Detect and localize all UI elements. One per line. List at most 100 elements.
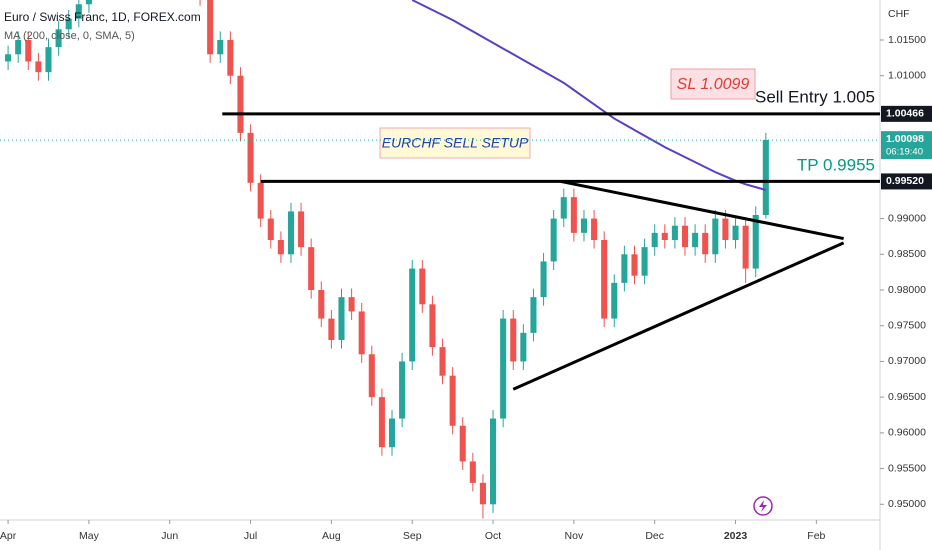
candle-body	[378, 397, 385, 448]
candle-body	[651, 232, 658, 248]
candle-body	[479, 482, 486, 505]
candle-body	[601, 240, 608, 319]
candle-body	[681, 225, 689, 248]
x-tick-label: 2023	[724, 530, 748, 542]
candle-body	[207, 0, 214, 55]
y-tick-label: 1.01500	[888, 34, 926, 46]
candle-body	[449, 375, 456, 426]
candle-body	[237, 75, 244, 133]
candle-body	[217, 40, 224, 55]
candle-body	[25, 40, 32, 62]
candle-body	[55, 29, 62, 48]
x-tick-label: Oct	[485, 530, 501, 542]
candle-body	[419, 268, 426, 305]
candle-body	[722, 218, 729, 240]
last-price-tag	[881, 131, 932, 160]
candle-body	[631, 254, 638, 276]
y-tick-label: 0.96500	[888, 391, 926, 403]
candle-body	[702, 232, 709, 255]
candle-body	[530, 297, 537, 333]
x-tick-label: Dec	[645, 530, 664, 542]
event-icon-bolt	[759, 500, 767, 512]
candle-body	[429, 304, 436, 348]
y-tick-label: 1.01000	[888, 69, 926, 81]
x-tick-label: Jul	[244, 530, 257, 542]
candle-body	[277, 240, 284, 255]
y-tick-label: 0.98500	[888, 248, 926, 260]
candle-body	[308, 247, 315, 290]
x-tick-label: Jun	[161, 530, 178, 542]
candle-body	[298, 211, 305, 248]
y-tick-label: 0.99000	[888, 212, 926, 224]
candle-body	[570, 197, 577, 233]
y-tick-label: 0.97500	[888, 319, 926, 331]
x-tick-label: Sep	[403, 530, 422, 542]
price-level-tag	[881, 173, 932, 190]
price-level-tag	[881, 105, 932, 122]
currency: CHF	[888, 8, 910, 20]
candle-body	[762, 140, 769, 215]
last-price-label: 1.00098	[886, 133, 924, 145]
candle-body	[510, 318, 517, 362]
candle-body	[490, 418, 497, 505]
chart-title: Euro / Swiss Franc, 1D, FOREX.com	[4, 10, 201, 24]
candle-body	[560, 197, 567, 219]
candle-body	[500, 318, 507, 419]
countdown: 06:19:40	[886, 147, 923, 158]
candle-body	[611, 282, 618, 319]
y-tick-label: 0.95500	[888, 462, 926, 474]
candle-body	[45, 47, 52, 73]
candle-body	[388, 418, 396, 448]
candle-body	[469, 461, 476, 483]
candle-body	[65, 18, 72, 30]
tp-label: TP 0.9955	[797, 155, 875, 174]
y-tick-label: 0.96000	[888, 427, 926, 439]
candle-body	[732, 225, 739, 240]
y-tick-label: 0.98000	[888, 284, 926, 296]
plot-area	[5, 0, 845, 519]
trend-line	[560, 179, 844, 241]
candle-body	[621, 254, 628, 283]
candle-body	[267, 218, 274, 240]
candle-body	[520, 332, 527, 362]
candle-body	[671, 225, 678, 240]
candle-body	[752, 215, 759, 269]
setup-box	[379, 127, 531, 159]
sl-box	[670, 68, 756, 100]
candle-body	[227, 40, 234, 76]
candle-body	[409, 268, 416, 362]
moving-average	[411, 0, 767, 191]
candle-body	[712, 218, 719, 255]
candle-body	[257, 182, 264, 219]
price-level-label: 0.99520	[886, 175, 924, 187]
candle-body	[75, 4, 82, 19]
candle-body	[287, 211, 295, 255]
candle-body	[580, 218, 588, 233]
candle-body	[641, 247, 648, 276]
candle-body	[358, 311, 365, 355]
candle-body	[5, 54, 12, 62]
candle-body	[742, 225, 749, 269]
x-tick-label: Nov	[565, 530, 584, 542]
x-tick-label: Aug	[322, 530, 341, 542]
candle-body	[692, 232, 699, 248]
candle-body	[368, 354, 375, 398]
candle-body	[318, 290, 325, 319]
candle-body	[661, 232, 668, 240]
price-level-label: 1.00466	[886, 108, 924, 120]
candle-body	[85, 0, 92, 5]
candle-body	[247, 132, 254, 183]
entry-label: Sell Entry 1.005	[755, 87, 875, 106]
trend-line	[512, 241, 845, 391]
candle-body	[35, 61, 42, 73]
candle-body	[348, 297, 355, 312]
candle-body	[459, 425, 466, 462]
x-tick-label: May	[79, 530, 100, 542]
candle-body	[15, 40, 22, 55]
candle-body	[550, 218, 557, 262]
candle-body	[439, 347, 446, 376]
indicator-label: MA (200, close, 0, SMA, 5)	[4, 30, 135, 42]
candle-body	[328, 318, 335, 340]
